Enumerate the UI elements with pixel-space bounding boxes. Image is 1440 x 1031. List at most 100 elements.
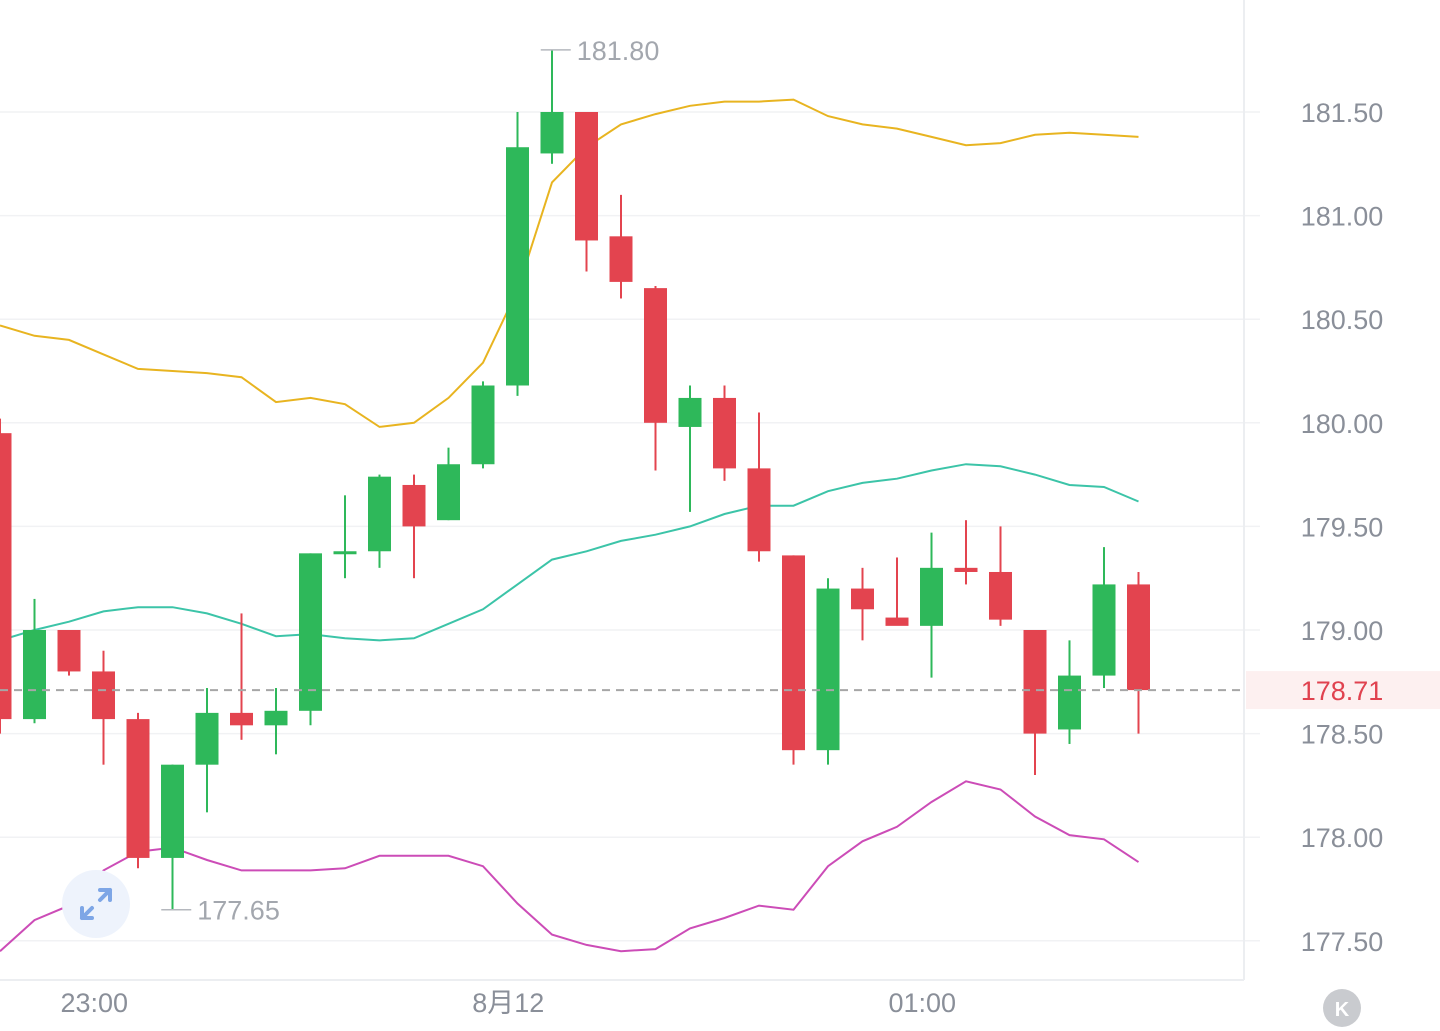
candle[interactable] [1058,640,1081,744]
candle-body [782,555,805,751]
candle-body [1058,675,1081,730]
candle[interactable] [126,712,150,869]
candle[interactable] [954,520,978,585]
candle[interactable] [368,474,391,568]
candle-body [575,112,598,241]
candle[interactable] [540,49,564,164]
candle[interactable] [506,112,529,396]
candle-body [920,567,943,626]
candle-body [954,567,978,572]
candle-body [264,710,288,726]
candle[interactable] [989,526,1012,626]
candle-body [644,288,667,423]
candle-body [471,385,495,465]
price-tick-label: 178.50 [1301,720,1384,750]
candle-body [851,588,874,610]
price-tick-label: 181.00 [1301,202,1384,232]
expand-button-bg [62,870,130,938]
candle[interactable] [747,412,771,562]
candle[interactable] [920,532,943,678]
candle[interactable] [816,578,840,765]
candle-body [506,147,529,386]
candle[interactable] [575,112,598,272]
candle-body [885,617,909,626]
expand-button[interactable] [62,870,130,938]
current-price-badge [1246,671,1440,710]
bollinger-bands [0,98,1140,953]
time-tick-label: 01:00 [888,988,956,1018]
candle[interactable] [57,630,81,676]
candle[interactable] [92,650,115,765]
grid [0,111,1260,942]
candle-body [1092,584,1116,676]
candle[interactable] [713,385,736,481]
expand-arrows-icon [80,888,112,920]
candle-body [747,468,771,552]
candle-body [92,671,115,720]
candle-body [368,476,391,552]
price-tick-label: 179.50 [1301,512,1384,542]
candle-body [816,588,840,751]
candle[interactable] [1127,571,1150,734]
price-tick-label: 180.00 [1301,409,1384,439]
candle[interactable] [299,553,322,726]
current-price: 178.71 [0,671,1440,710]
candle-body [402,484,426,527]
candle-body [609,236,633,282]
price-tick-label: 181.50 [1301,98,1384,128]
candle-body [23,630,46,720]
high-annotation-label: 181.80 [577,36,660,66]
candles[interactable] [0,49,1150,910]
price-tick-label: 180.50 [1301,305,1384,335]
candle-body [0,433,12,720]
lower-band-line [0,780,1140,953]
price-axis: 181.50 181.00 180.50 180.00 179.50 179.00 178.… [1301,98,1384,957]
middle-band-line [0,463,1139,642]
candle-body [713,397,736,469]
candle[interactable] [885,557,909,626]
candle[interactable] [0,418,12,734]
candle[interactable] [851,567,874,641]
candle-body [195,712,219,765]
candle[interactable] [333,495,357,579]
candle-body [57,630,81,672]
candle[interactable] [471,381,495,469]
candle-body [333,551,357,555]
corner-k-button[interactable]: K [1323,989,1361,1027]
candle-body [299,553,322,711]
candle[interactable] [1023,630,1047,776]
price-tick-label: 179.00 [1301,616,1384,646]
candle-body [989,571,1012,620]
candle-body [1127,584,1150,691]
candle[interactable] [23,598,46,724]
time-axis: 23:00 8月12 01:00 [60,988,956,1018]
candle[interactable] [402,474,426,579]
candle[interactable] [609,194,633,299]
corner-button-label: K [1335,999,1350,1021]
candle[interactable] [264,688,288,755]
price-tick-label: 178.00 [1301,823,1384,853]
candle[interactable] [437,447,460,521]
low-annotation: 177.65 [161,896,280,926]
candle-body [678,397,702,427]
upper-band-line [0,98,1139,428]
time-tick-label: 8月12 [472,988,544,1018]
low-annotation-label: 177.65 [197,896,280,926]
candle[interactable] [230,613,253,740]
candle-body [161,764,184,858]
current-price-label: 178.71 [1301,676,1384,706]
high-annotation: 181.80 [540,36,660,66]
candle[interactable] [644,286,667,471]
candle-body [126,719,150,858]
candle-body [1023,630,1047,734]
candle[interactable] [195,688,219,813]
candle[interactable] [161,764,184,910]
price-tick-label: 177.50 [1301,927,1384,957]
annotations: 181.80 177.65 [161,36,659,926]
time-tick-label: 23:00 [60,988,128,1018]
candle[interactable] [1092,547,1116,689]
candle[interactable] [782,555,805,765]
candle[interactable] [678,385,702,512]
candle-body [540,112,564,154]
